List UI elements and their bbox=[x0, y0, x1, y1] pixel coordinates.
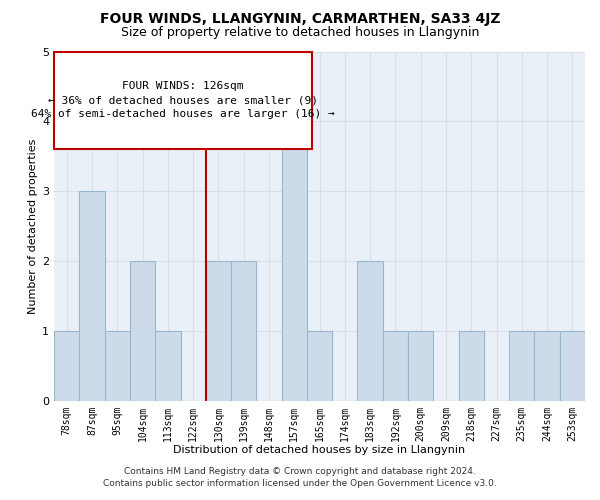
Bar bbox=[281, 122, 307, 400]
Y-axis label: Number of detached properties: Number of detached properties bbox=[28, 138, 38, 314]
Text: Contains HM Land Registry data © Crown copyright and database right 2024.
Contai: Contains HM Land Registry data © Crown c… bbox=[103, 466, 497, 487]
Bar bbox=[79, 191, 104, 400]
Bar bbox=[307, 331, 332, 400]
Text: Size of property relative to detached houses in Llangynin: Size of property relative to detached ho… bbox=[121, 26, 479, 39]
Bar bbox=[231, 261, 256, 400]
Bar bbox=[560, 331, 585, 400]
X-axis label: Distribution of detached houses by size in Llangynin: Distribution of detached houses by size … bbox=[173, 445, 466, 455]
Bar bbox=[383, 331, 408, 400]
Bar bbox=[408, 331, 433, 400]
Bar bbox=[130, 261, 155, 400]
FancyBboxPatch shape bbox=[54, 52, 311, 150]
Bar bbox=[155, 331, 181, 400]
Bar bbox=[206, 261, 231, 400]
Bar bbox=[104, 331, 130, 400]
Bar bbox=[535, 331, 560, 400]
Text: FOUR WINDS, LLANGYNIN, CARMARTHEN, SA33 4JZ: FOUR WINDS, LLANGYNIN, CARMARTHEN, SA33 … bbox=[100, 12, 500, 26]
Bar bbox=[458, 331, 484, 400]
Bar bbox=[358, 261, 383, 400]
Text: FOUR WINDS: 126sqm
← 36% of detached houses are smaller (9)
64% of semi-detached: FOUR WINDS: 126sqm ← 36% of detached hou… bbox=[31, 82, 335, 120]
Bar bbox=[54, 331, 79, 400]
Bar bbox=[509, 331, 535, 400]
